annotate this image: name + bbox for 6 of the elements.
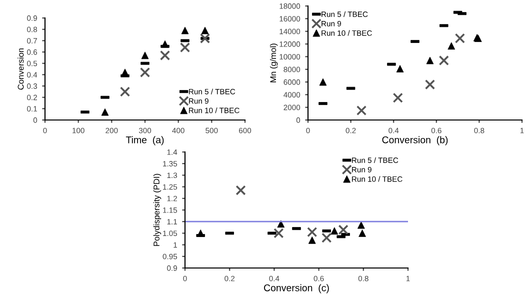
y-axis-title: Conversion (18, 48, 24, 90)
y-axis-title: Mn (g/mol) (270, 44, 278, 82)
x-axis-title: Time (a) (126, 136, 164, 146)
x-axis-title: Conversion (b) (382, 136, 448, 146)
y-axis-title: Polydispersity (PDI) (153, 174, 162, 246)
x-axis-title: Conversion (c) (264, 284, 329, 294)
